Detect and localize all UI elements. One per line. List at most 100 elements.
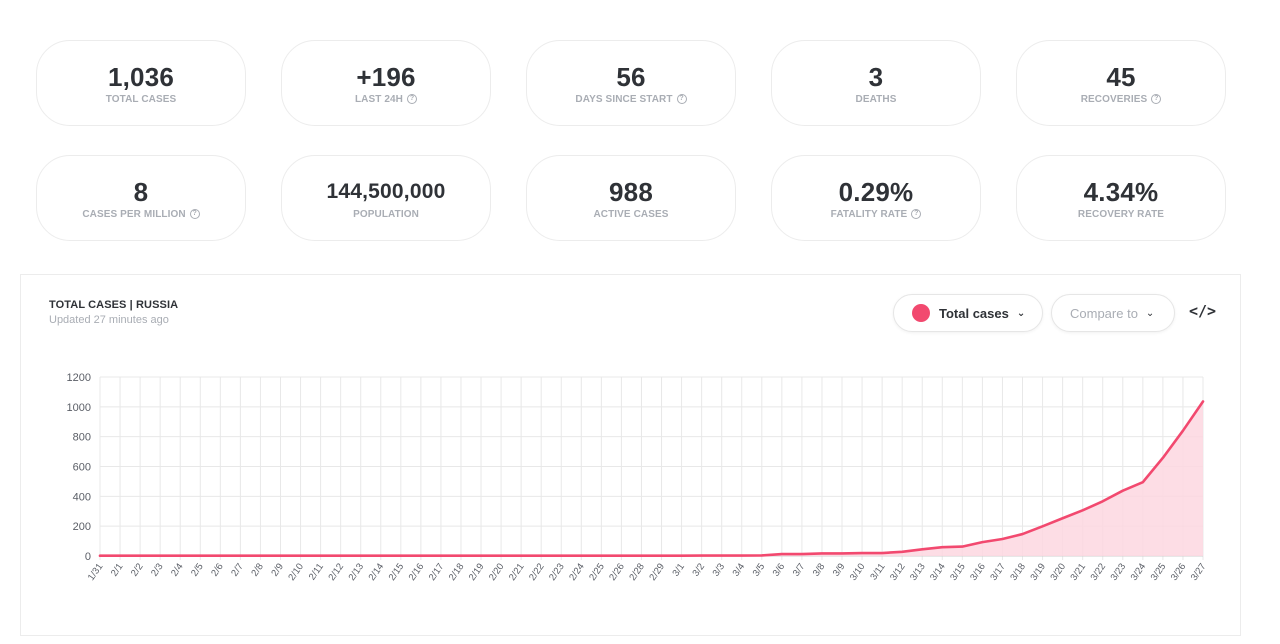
x-tick-label: 1/31 [86,561,106,582]
stat-label: RECOVERY RATE [1078,209,1164,220]
y-tick-label: 1200 [67,372,91,384]
series-line [98,400,1205,557]
x-tick-label: 2/24 [567,561,587,582]
stat-card: +196 LAST 24H? [281,40,491,126]
stat-value: 3 [868,61,884,92]
stat-card: 0.29% FATALITY RATE? [771,155,981,241]
x-tick-label: 3/7 [791,561,808,578]
stats-grid: 1,036 TOTAL CASES +196 LAST 24H? 56 DAYS SINC… [36,40,1226,241]
x-tick-label: 3/25 [1149,561,1169,582]
x-tick-label: 3/5 [751,561,768,578]
x-tick-label: 2/6 [209,561,226,578]
stat-label: ACTIVE CASES [593,209,668,220]
stat-label-text: POPULATION [353,208,419,220]
stat-card: 3 DEATHS [771,40,981,126]
chart-title: TOTAL CASES | RUSSIA [49,299,179,311]
y-tick-label: 0 [85,551,91,563]
x-tick-label: 2/16 [407,561,427,582]
x-tick-label: 2/18 [447,561,467,582]
stat-label-text: ACTIVE CASES [593,208,669,220]
x-tick-label: 3/19 [1028,561,1048,582]
stat-value: 4.34% [1083,176,1159,207]
stat-label: RECOVERIES? [1081,94,1162,105]
x-tick-label: 3/11 [868,561,887,582]
x-tick-label: 3/14 [928,561,948,582]
x-tick-label: 2/12 [326,561,346,582]
x-tick-label: 3/2 [691,561,708,578]
stat-value: +196 [356,61,416,92]
x-tick-label: 3/16 [968,561,988,582]
x-tick-label: 3/3 [711,561,728,578]
x-tick-label: 2/15 [387,561,407,582]
x-tick-label: 3/26 [1169,561,1189,582]
x-tick-label: 3/9 [831,561,848,578]
stat-card: 988 ACTIVE CASES [526,155,736,241]
x-tick-label: 2/8 [249,561,266,578]
x-tick-label: 3/27 [1189,561,1209,582]
x-tick-label: 3/24 [1129,561,1149,582]
stat-label-text: CASES PER MILLION [82,208,186,220]
x-tick-label: 2/3 [149,561,166,578]
compare-to-label: Compare to [1070,305,1138,321]
help-icon[interactable]: ? [1151,94,1162,104]
x-tick-label: 3/21 [1069,561,1089,582]
y-tick-label: 1000 [67,402,91,414]
x-tick-label: 2/14 [367,561,387,582]
x-tick-label: 2/29 [647,561,667,582]
stat-card: 144,500,000 POPULATION [281,155,491,241]
y-tick-label: 400 [73,491,91,503]
help-icon[interactable]: ? [407,94,418,104]
x-tick-label: 2/19 [467,561,487,582]
x-tick-label: 2/17 [427,561,447,582]
y-tick-label: 600 [73,462,91,474]
x-tick-label: 2/1 [109,561,126,578]
chart-updated-text: Updated 27 minutes ago [49,314,169,326]
x-tick-label: 2/5 [189,561,206,578]
stat-value: 45 [1106,61,1136,92]
stat-label-text: DEATHS [855,93,897,105]
x-tick-label: 3/15 [948,561,968,582]
stat-value: 1,036 [107,61,175,92]
stat-value: 56 [616,61,646,92]
x-tick-label: 3/6 [771,561,788,578]
y-tick-label: 200 [73,521,91,533]
x-tick-label: 3/22 [1089,561,1109,582]
x-tick-label: 2/13 [347,561,367,582]
x-tick-label: 2/11 [307,561,326,582]
x-tick-label: 2/4 [169,561,186,578]
stat-label: LAST 24H? [355,94,418,105]
stat-label: POPULATION [353,209,419,220]
y-tick-label: 800 [73,432,91,444]
x-tick-label: 2/2 [129,561,146,578]
embed-code-icon[interactable]: </> [1189,302,1217,320]
help-icon[interactable]: ? [676,94,687,104]
x-tick-label: 3/1 [670,561,687,578]
compare-to-button[interactable]: Compare to ⌄ [1051,294,1175,332]
x-tick-label: 2/22 [527,561,547,582]
stat-value: 0.29% [838,176,914,207]
stat-card: 4.34% RECOVERY RATE [1016,155,1226,241]
x-tick-label: 2/23 [547,561,567,582]
stat-label: CASES PER MILLION? [82,208,200,220]
chevron-down-icon: ⌄ [1016,307,1026,319]
x-tick-label: 3/18 [1008,561,1028,582]
x-tick-label: 2/7 [229,561,246,578]
x-tick-label: 3/17 [988,561,1008,582]
stat-card: 1,036 TOTAL CASES [36,40,246,126]
stat-label-text: RECOVERY RATE [1077,208,1165,220]
help-icon[interactable]: ? [911,209,922,219]
help-icon[interactable]: ? [189,209,200,219]
x-tick-label: 3/12 [888,561,908,582]
x-tick-label: 2/25 [587,561,607,582]
x-tick-label: 2/10 [286,561,306,582]
stat-label-text: DAYS SINCE START [575,93,673,105]
series-select-button[interactable]: Total cases ⌄ [893,294,1043,332]
x-tick-label: 2/9 [269,561,286,578]
stat-label-text: RECOVERIES [1080,93,1148,105]
x-tick-label: 2/26 [607,561,627,582]
stat-label: DEATHS [856,94,897,105]
stat-card: 8 CASES PER MILLION? [36,155,246,241]
stat-value: 988 [609,176,653,207]
x-tick-label: 2/28 [627,561,647,582]
stat-value: 8 [133,176,149,207]
